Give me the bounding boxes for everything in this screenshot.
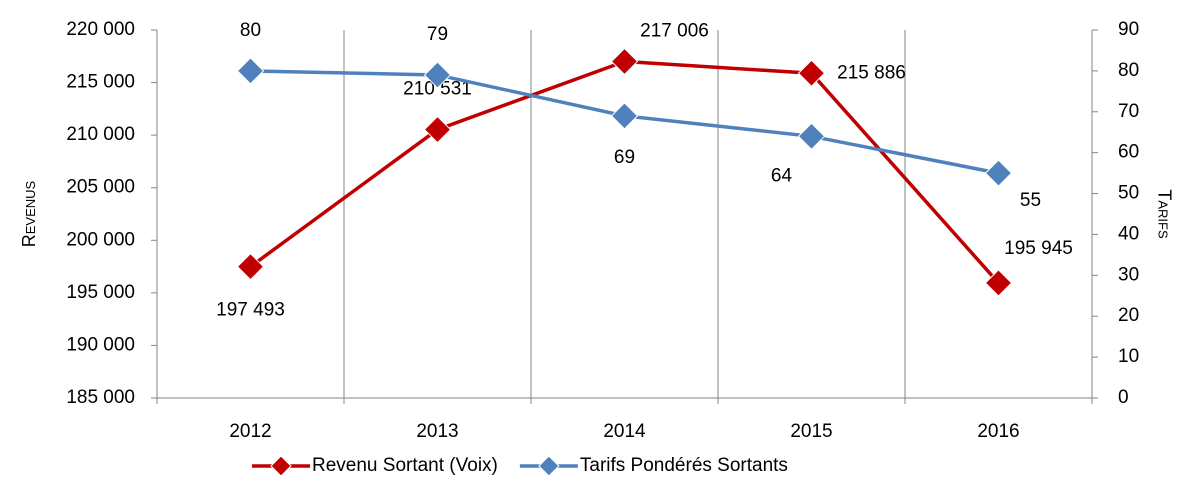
data-label: 195 945 — [1004, 238, 1073, 259]
point — [423, 61, 452, 89]
x-tick-label: 2013 — [416, 421, 458, 442]
data-label: 215 886 — [837, 62, 906, 83]
y-tick-label: 185 000 — [66, 387, 135, 408]
y-tick-label: 190 000 — [66, 334, 135, 355]
point — [423, 115, 452, 144]
series-line — [249, 59, 1000, 285]
y2-tick-label: 10 — [1118, 346, 1139, 367]
data-label: 79 — [427, 24, 448, 45]
x-tick-label: 2016 — [977, 421, 1019, 442]
y-tick-label: 195 000 — [66, 282, 135, 303]
x-tick-label: 2014 — [603, 421, 646, 442]
y2-tick-label: 80 — [1118, 60, 1139, 81]
y-axis-title: Revenus — [19, 180, 39, 247]
data-label: 197 493 — [216, 300, 285, 321]
data-label: 210 531 — [403, 79, 472, 100]
y2-tick-label: 60 — [1118, 142, 1139, 163]
y2-tick-label: 50 — [1118, 183, 1139, 204]
data-label: 64 — [771, 165, 793, 186]
y2-tick-label: 90 — [1118, 19, 1139, 40]
point — [984, 159, 1013, 187]
data-label: 80 — [240, 20, 261, 41]
y2-tick-label: 20 — [1118, 305, 1139, 326]
point — [610, 47, 639, 76]
y-tick-label: 205 000 — [66, 177, 135, 198]
legend-label: Tarifs Pondérés Sortants — [580, 455, 788, 476]
point — [797, 122, 826, 151]
point — [984, 269, 1013, 297]
y2-tick-label: 40 — [1118, 223, 1139, 244]
data-label: 217 006 — [640, 20, 709, 41]
y-tick-label: 210 000 — [66, 124, 135, 145]
point — [797, 59, 826, 87]
data-label: 69 — [614, 147, 635, 168]
point — [236, 252, 265, 281]
y2-tick-label: 70 — [1118, 101, 1139, 122]
x-tick-label: 2012 — [229, 421, 271, 442]
y2-tick-label: 30 — [1118, 264, 1139, 285]
legend-label: Revenu Sortant (Voix) — [312, 455, 498, 476]
point — [610, 102, 639, 130]
y-tick-label: 220 000 — [66, 19, 135, 40]
y2-tick-label: 0 — [1118, 387, 1129, 408]
x-tick-label: 2015 — [790, 421, 832, 442]
legend-marker — [538, 455, 560, 477]
point — [236, 57, 265, 85]
legend-marker — [270, 455, 292, 477]
y2-axis-title: Tarifs — [1154, 189, 1174, 239]
y-tick-label: 200 000 — [66, 229, 135, 250]
y-tick-label: 215 000 — [66, 72, 135, 93]
data-label: 55 — [1020, 190, 1041, 211]
